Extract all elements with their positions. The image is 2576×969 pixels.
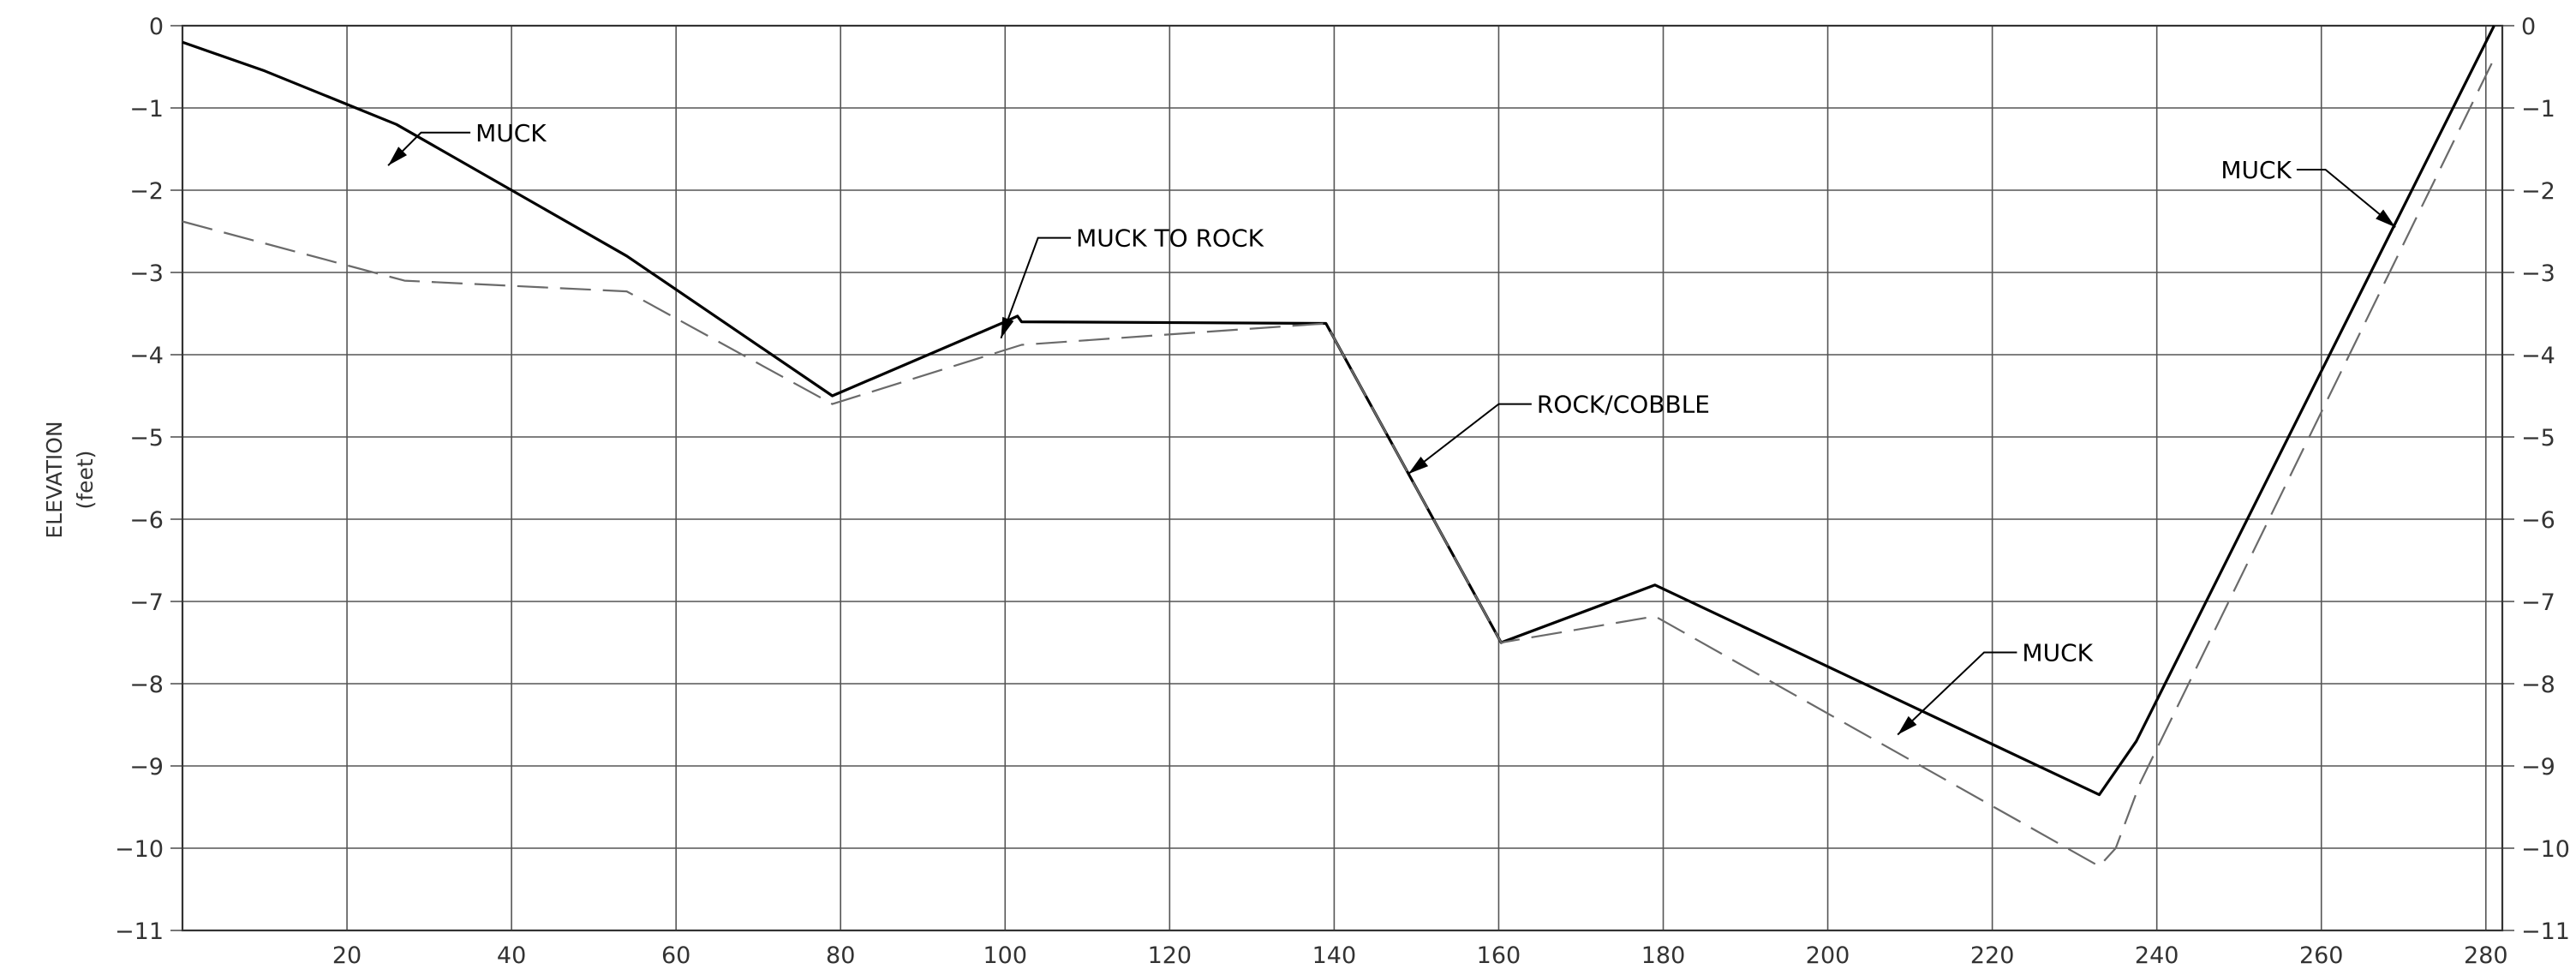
y-tick-label-right: −9 <box>2521 754 2555 781</box>
tick-label-layer: 20 40 60 80 100 120 140 160 180 200 220 240 260 280 0 0… <box>115 14 2570 969</box>
y-tick-label-right: −5 <box>2521 425 2555 452</box>
plot-frame <box>181 24 2504 932</box>
annotation-layer: MUCK MUCK TO ROCK ROCK/COBBLE MUCK MUCK <box>387 119 2396 736</box>
x-tick-label: 200 <box>1806 942 1850 969</box>
annotation-arrowhead <box>388 147 407 166</box>
x-tick-label: 100 <box>983 942 1028 969</box>
annotation-label: MUCK <box>2220 156 2292 184</box>
x-tick-label: 140 <box>1312 942 1357 969</box>
y-tick-label-left: −3 <box>129 260 164 287</box>
y-tick-label-right: −10 <box>2521 836 2570 863</box>
dashed-profile-line <box>182 57 2495 868</box>
x-tick-label: 80 <box>826 942 855 969</box>
y-axis-unit-label: (feet) <box>73 451 98 510</box>
x-tick-label: 280 <box>2464 942 2508 969</box>
y-tick-label-right: −6 <box>2521 507 2555 534</box>
annotation-label: MUCK TO ROCK <box>1076 224 1264 253</box>
annotation-label: ROCK/COBBLE <box>1537 391 1710 419</box>
x-tick-label: 60 <box>661 942 690 969</box>
y-tick-label-right: −2 <box>2521 178 2555 205</box>
annotation-leader <box>1897 651 2017 736</box>
x-tick-label: 220 <box>1970 942 2015 969</box>
x-tick-label: 240 <box>2135 942 2179 969</box>
x-tick-label: 40 <box>497 942 526 969</box>
y-tick-label-right: −3 <box>2521 260 2555 287</box>
annotation-label: MUCK <box>2022 639 2093 667</box>
annotation-label: MUCK <box>475 119 547 147</box>
y-tick-label-left: 0 <box>149 14 164 40</box>
y-tick-label-right: 0 <box>2521 14 2536 40</box>
y-tick-label-left: −5 <box>129 425 164 452</box>
annotation-leader <box>1000 236 1072 339</box>
y-tick-label-left: −2 <box>129 178 164 205</box>
annotation-leader <box>2296 169 2396 228</box>
y-tick-label-right: −8 <box>2521 672 2555 698</box>
annotation-arrowhead <box>1408 456 1429 475</box>
grid-layer <box>170 24 2514 932</box>
y-tick-label-left: −1 <box>129 96 164 123</box>
y-tick-label-right: −11 <box>2521 918 2570 945</box>
y-tick-label-right: −4 <box>2521 343 2555 369</box>
y-tick-label-right: −1 <box>2521 96 2555 123</box>
y-tick-label-left: −6 <box>129 507 164 534</box>
y-axis-label: ELEVATION <box>42 421 67 538</box>
solid-profile-line <box>182 25 2495 797</box>
y-tick-label-right: −7 <box>2521 589 2555 616</box>
y-tick-label-left: −10 <box>115 836 164 863</box>
y-tick-label-left: −4 <box>129 343 164 369</box>
annotation-arrowhead <box>1001 316 1014 338</box>
x-tick-label: 260 <box>2299 942 2344 969</box>
annotation-arrowhead <box>1898 715 1917 735</box>
x-tick-label: 20 <box>332 942 362 969</box>
annotation-arrowhead <box>2376 209 2396 228</box>
x-tick-label: 160 <box>1477 942 1521 969</box>
annotation-leader <box>1408 403 1532 475</box>
y-tick-label-left: −11 <box>115 918 164 945</box>
y-tick-label-left: −8 <box>129 672 164 698</box>
y-tick-label-left: −7 <box>129 589 164 616</box>
series-layer <box>182 25 2495 868</box>
x-tick-label: 120 <box>1148 942 1192 969</box>
y-tick-label-left: −9 <box>129 754 164 781</box>
x-tick-label: 180 <box>1641 942 1686 969</box>
